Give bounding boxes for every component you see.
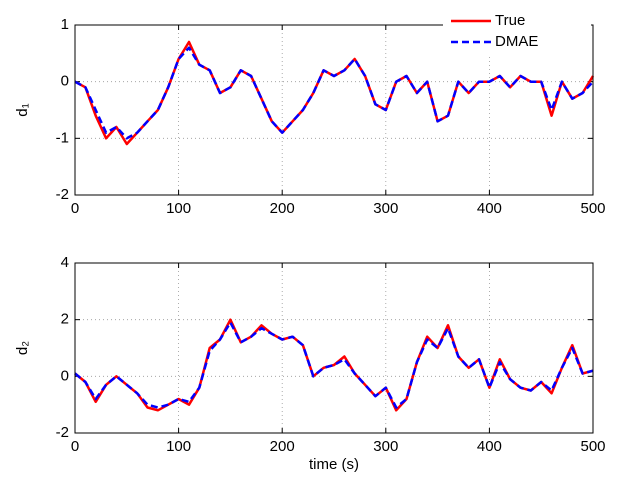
x-tick-label: 300 <box>373 438 398 455</box>
axes-box <box>74 24 594 196</box>
y-tick-label: 0 <box>61 73 69 90</box>
x-tick-label: 100 <box>166 438 191 455</box>
x-tick-label: 400 <box>477 438 502 455</box>
x-axis-label: time (s) <box>309 456 359 473</box>
x-tick-label: 200 <box>270 200 295 217</box>
y-tick-label: 4 <box>61 254 69 271</box>
series-line <box>74 46 594 140</box>
legend-label: True <box>495 12 525 29</box>
legend: True DMAE <box>443 10 591 54</box>
y-tick-label: 1 <box>61 16 69 33</box>
series-line <box>74 321 594 409</box>
x-tick-label: 300 <box>373 200 398 217</box>
x-tick-label: 0 <box>71 438 79 455</box>
x-tick-label: 500 <box>580 438 605 455</box>
y-tick-label: 2 <box>61 311 69 328</box>
y-tick-label: -2 <box>56 186 69 203</box>
legend-box <box>443 10 591 54</box>
x-tick-label: 500 <box>580 200 605 217</box>
y-tick-label: -1 <box>56 129 69 146</box>
plot-area <box>75 263 593 433</box>
y-axis-label: d₁ <box>14 103 31 116</box>
x-tick-label: 200 <box>270 438 295 455</box>
x-tick-label: 100 <box>166 200 191 217</box>
x-tick-label: 0 <box>71 200 79 217</box>
y-tick-label: 0 <box>61 367 69 384</box>
y-tick-label: -2 <box>56 424 69 441</box>
y-axis-label: d₂ <box>14 341 31 355</box>
axes-box <box>74 262 594 434</box>
legend-label: DMAE <box>495 33 538 50</box>
x-tick-label: 400 <box>477 200 502 217</box>
